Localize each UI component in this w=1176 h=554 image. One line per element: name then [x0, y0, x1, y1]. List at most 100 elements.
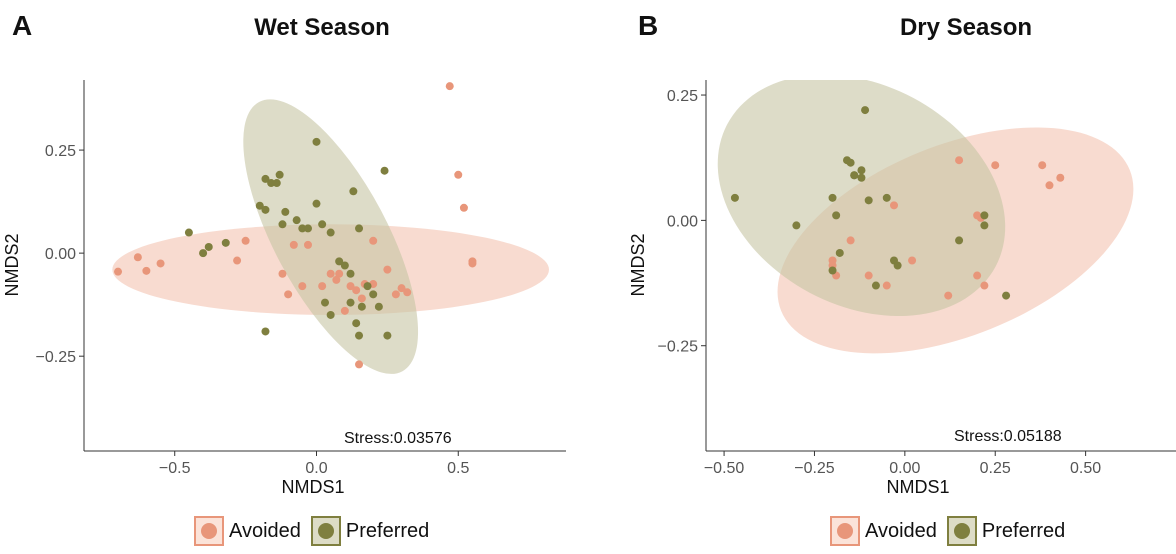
data-point-preferred: [204, 242, 213, 251]
data-point-preferred: [1002, 291, 1011, 300]
data-point-avoided: [991, 161, 1000, 170]
data-point-preferred: [832, 211, 841, 220]
data-point-preferred: [846, 158, 855, 167]
legend-dot-icon: [201, 523, 217, 539]
data-point-avoided: [289, 240, 298, 249]
data-point-preferred: [326, 228, 335, 237]
x-axis-title: NMDS1: [281, 477, 344, 497]
legend-dot-icon: [837, 523, 853, 539]
x-axis-title: NMDS1: [886, 477, 949, 497]
tick-layer: −0.50 −0.25 0.00 0.25 0.50 0.25 0.00 −0.25: [658, 88, 1102, 477]
data-point-avoided: [1056, 173, 1065, 182]
panel-letter: B: [638, 10, 659, 41]
data-point-avoided: [468, 259, 477, 268]
point-layer: [730, 106, 1065, 300]
data-point-avoided: [156, 259, 165, 268]
y-tick-label: 0.00: [667, 213, 698, 230]
data-point-preferred: [980, 221, 989, 230]
tick-layer: −0.5 0.0 0.5 0.25 0.00 −0.25: [36, 143, 470, 477]
x-tick-label: 0.0: [305, 460, 327, 477]
legend-key-avoided: [194, 516, 224, 546]
data-point-preferred: [355, 331, 364, 340]
data-point-avoided: [459, 203, 468, 212]
data-point-preferred: [346, 269, 355, 278]
data-point-avoided: [335, 269, 344, 278]
data-point-avoided: [980, 281, 989, 290]
data-point-avoided: [383, 265, 392, 274]
data-point-avoided: [340, 306, 349, 315]
data-point-preferred: [255, 201, 264, 210]
stress-annotation: Stress:0.03576: [344, 430, 452, 447]
data-point-avoided: [908, 256, 917, 265]
data-point-preferred: [828, 266, 837, 275]
data-point-avoided: [397, 284, 406, 293]
point-layer: [114, 82, 477, 369]
data-point-preferred: [355, 224, 364, 233]
data-point-avoided: [454, 170, 463, 179]
data-point-preferred: [261, 174, 270, 183]
y-tick-label: 0.25: [45, 143, 76, 160]
data-point-avoided: [357, 294, 366, 303]
data-point-preferred: [730, 193, 739, 202]
data-point-avoided: [346, 282, 355, 291]
confidence-ellipse-preferred: [243, 99, 419, 374]
data-point-preferred: [828, 193, 837, 202]
data-point-preferred: [955, 236, 964, 245]
data-point-avoided: [278, 269, 287, 278]
data-point-preferred: [312, 137, 321, 146]
data-point-preferred: [369, 290, 378, 299]
data-point-preferred: [318, 220, 327, 229]
data-point-avoided: [114, 267, 123, 276]
y-tick-label: −0.25: [658, 339, 699, 356]
y-axis-title: NMDS2: [628, 233, 648, 296]
data-point-preferred: [261, 327, 270, 336]
chart-title: Dry Season: [899, 14, 1033, 41]
panel-b: B Dry Season −0.50 −0.25 0.00 0.25 0.50 0.25 0…: [588, 0, 1176, 554]
data-point-avoided: [864, 271, 873, 280]
data-point-avoided: [355, 360, 364, 369]
data-point-preferred: [261, 205, 270, 214]
y-axis-title: NMDS2: [2, 233, 22, 296]
data-point-avoided: [352, 286, 361, 295]
data-point-preferred: [221, 238, 230, 247]
legend: Avoided Preferred: [194, 516, 439, 546]
x-tick-label: 0.00: [889, 460, 920, 477]
data-point-preferred: [267, 179, 276, 188]
data-point-preferred: [864, 196, 873, 205]
data-point-avoided: [298, 282, 307, 291]
legend-dot-icon: [317, 523, 334, 539]
legend-item-avoided: Avoided: [830, 516, 937, 546]
data-point-preferred: [326, 310, 335, 319]
ellipse-layer: [112, 99, 549, 374]
data-point-preferred: [275, 170, 284, 179]
legend-label: Preferred: [345, 519, 430, 542]
data-point-preferred: [340, 261, 349, 270]
legend: Avoided Preferred: [830, 516, 1075, 546]
data-point-preferred: [352, 319, 361, 328]
data-point-avoided: [233, 256, 242, 265]
data-point-avoided: [241, 236, 250, 245]
data-point-avoided: [142, 266, 151, 275]
data-point-preferred: [281, 207, 290, 216]
data-point-preferred: [871, 281, 880, 290]
data-point-preferred: [349, 187, 358, 196]
data-point-avoided: [828, 256, 837, 265]
data-point-preferred: [272, 179, 281, 188]
data-point-avoided: [303, 240, 312, 249]
data-point-avoided: [284, 290, 293, 299]
data-point-avoided: [1045, 181, 1054, 190]
data-point-preferred: [792, 221, 801, 230]
data-point-preferred: [363, 282, 372, 291]
data-point-avoided: [445, 82, 454, 91]
y-tick-label: 0.25: [667, 88, 698, 105]
legend-key-avoided: [830, 516, 860, 546]
ellipse-layer: [717, 80, 1134, 354]
x-tick-label: 0.25: [980, 460, 1011, 477]
data-point-preferred: [861, 106, 870, 115]
legend-key-preferred: [946, 516, 977, 546]
data-point-preferred: [857, 166, 866, 175]
data-point-preferred: [857, 173, 866, 182]
stress-annotation: Stress:0.05188: [954, 428, 1062, 445]
data-point-preferred: [298, 224, 307, 233]
data-point-preferred: [335, 257, 344, 266]
